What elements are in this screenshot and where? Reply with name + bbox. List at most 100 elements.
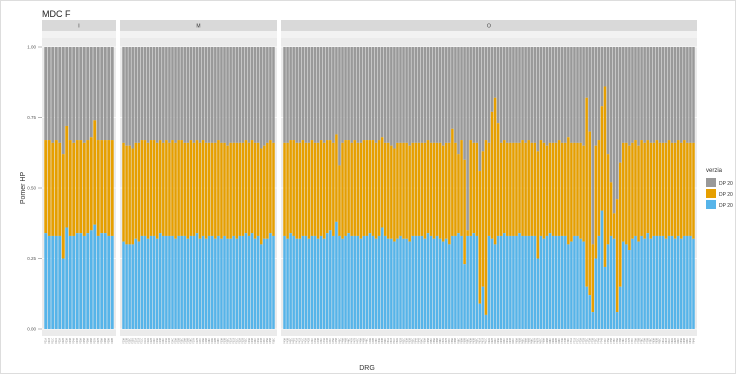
x-tick-label: F22B bbox=[150, 338, 153, 344]
bar-segment-orange bbox=[247, 142, 251, 236]
bar-segment-blue bbox=[347, 233, 350, 329]
x-tick-label: F59A bbox=[460, 338, 463, 344]
legend-title: verzia bbox=[706, 168, 723, 174]
x-tick-label: F20B bbox=[125, 338, 128, 344]
x-tick-label: F25B bbox=[177, 338, 180, 344]
bar-segment-grey bbox=[414, 47, 418, 143]
bar-segment-blue bbox=[618, 286, 622, 329]
x-tick-label: F28B bbox=[205, 338, 208, 344]
x-tick-label: F84B bbox=[692, 338, 695, 344]
bar-segment-orange bbox=[579, 142, 582, 239]
x-tick-label: F78B bbox=[637, 338, 640, 344]
bar-segment-blue bbox=[545, 235, 549, 329]
bar-segment-grey bbox=[100, 47, 104, 141]
bar-segment-grey bbox=[591, 47, 595, 245]
bar-segment-orange bbox=[454, 142, 457, 236]
bar-segment-grey bbox=[286, 47, 289, 143]
bar-segment-orange bbox=[283, 142, 286, 236]
bar-segment-blue bbox=[266, 238, 269, 329]
bar-segment-orange bbox=[344, 140, 347, 236]
bar-segment-orange bbox=[365, 140, 369, 236]
bar-segment-blue bbox=[554, 235, 558, 329]
x-tick-label: F35A bbox=[266, 338, 269, 344]
x-tick-label: F69C bbox=[558, 338, 561, 344]
bar-segment-grey bbox=[380, 47, 384, 138]
bar-segment-grey bbox=[451, 47, 454, 129]
bar-segment-orange bbox=[177, 140, 180, 236]
x-tick-label: F61A bbox=[479, 338, 482, 344]
x-tick-label: F27B bbox=[196, 338, 199, 344]
x-tick-label: F82A bbox=[671, 338, 674, 344]
bar-segment-orange bbox=[680, 142, 683, 239]
bar-segment-grey bbox=[460, 47, 463, 141]
bar-segment-orange bbox=[217, 140, 220, 236]
bar-segment-blue bbox=[628, 250, 631, 329]
x-tick-label: F50A bbox=[378, 338, 381, 344]
x-tick-label: F40C bbox=[289, 338, 292, 344]
bar-segment-grey bbox=[469, 47, 472, 141]
x-tick-label: F41C bbox=[302, 338, 305, 344]
x-tick-label: F67B bbox=[537, 338, 540, 344]
x-tick-label: F81A bbox=[662, 338, 665, 344]
bar-segment-blue bbox=[103, 233, 107, 329]
x-tick-label: F01D bbox=[55, 338, 58, 344]
facet-panels: I F01A F01B F01C F01D F02A F02B F03A F03B F04A F04… bbox=[42, 20, 697, 344]
bar-segment-grey bbox=[131, 47, 134, 149]
bar-segment-blue bbox=[622, 241, 625, 329]
bar-segment-orange bbox=[250, 140, 254, 234]
x-tick-label: F25A bbox=[174, 338, 177, 344]
bar-segment-orange bbox=[570, 142, 573, 242]
bar-segment-grey bbox=[399, 47, 402, 143]
bar-segment-orange bbox=[615, 199, 619, 313]
bar-segment-blue bbox=[61, 258, 65, 329]
bar-segment-grey bbox=[396, 47, 399, 143]
x-tick-label: F28C bbox=[208, 338, 211, 344]
bar-segment-grey bbox=[223, 47, 226, 143]
bar-segment-orange bbox=[269, 140, 272, 234]
bar-segment-grey bbox=[548, 47, 552, 143]
bar-segment-grey bbox=[496, 47, 500, 124]
x-tick-label: F47B bbox=[354, 338, 357, 344]
bar-segment-grey bbox=[506, 47, 509, 143]
bar-segment-blue bbox=[289, 233, 292, 329]
bar-segment-orange bbox=[411, 142, 414, 236]
bar-segment-blue bbox=[438, 238, 442, 329]
bar-segment-blue bbox=[68, 235, 72, 329]
x-tick-label: F72A bbox=[579, 338, 582, 344]
x-tick-label: F07B bbox=[97, 338, 100, 344]
x-tick-label: F76B bbox=[619, 338, 622, 344]
bar-segment-grey bbox=[643, 47, 646, 143]
bar-segment-grey bbox=[292, 47, 295, 141]
bar-segment-grey bbox=[313, 47, 317, 143]
bar-segment-grey bbox=[463, 47, 466, 160]
bar-segment-orange bbox=[405, 142, 408, 239]
bar-segment-orange bbox=[612, 213, 616, 239]
x-tick-label: F56B bbox=[436, 338, 439, 344]
x-tick-label: F48A bbox=[360, 338, 363, 344]
bar-segment-grey bbox=[326, 47, 329, 141]
bar-segment-grey bbox=[93, 47, 97, 121]
bar-segment-grey bbox=[192, 47, 196, 143]
x-tick-label: F45C bbox=[338, 338, 341, 344]
x-tick-label: F62A bbox=[488, 338, 491, 344]
x-tick-label: F79B bbox=[646, 338, 649, 344]
bar-segment-orange bbox=[140, 140, 144, 236]
bar-segment-grey bbox=[226, 47, 229, 146]
bar-segment-orange bbox=[542, 142, 546, 239]
bar-segment-blue bbox=[658, 235, 662, 329]
bar-segment-blue bbox=[152, 235, 156, 329]
x-tick-label: F83C bbox=[686, 338, 689, 344]
bar-segment-blue bbox=[460, 235, 463, 329]
legend-swatch-grey bbox=[706, 178, 716, 187]
bar-segment-blue bbox=[490, 238, 494, 329]
bar-segment-orange bbox=[356, 142, 360, 236]
legend-swatch-orange bbox=[706, 189, 716, 198]
bar-segment-orange bbox=[445, 142, 448, 239]
x-tick-label: F68B bbox=[546, 338, 549, 344]
bar-segment-orange bbox=[567, 137, 570, 245]
bar-segment-orange bbox=[594, 145, 598, 259]
bar-segment-grey bbox=[658, 47, 662, 143]
x-tick-label: F40B bbox=[286, 338, 289, 344]
x-tick-label: F83A bbox=[680, 338, 683, 344]
bar-segment-grey bbox=[408, 47, 411, 146]
